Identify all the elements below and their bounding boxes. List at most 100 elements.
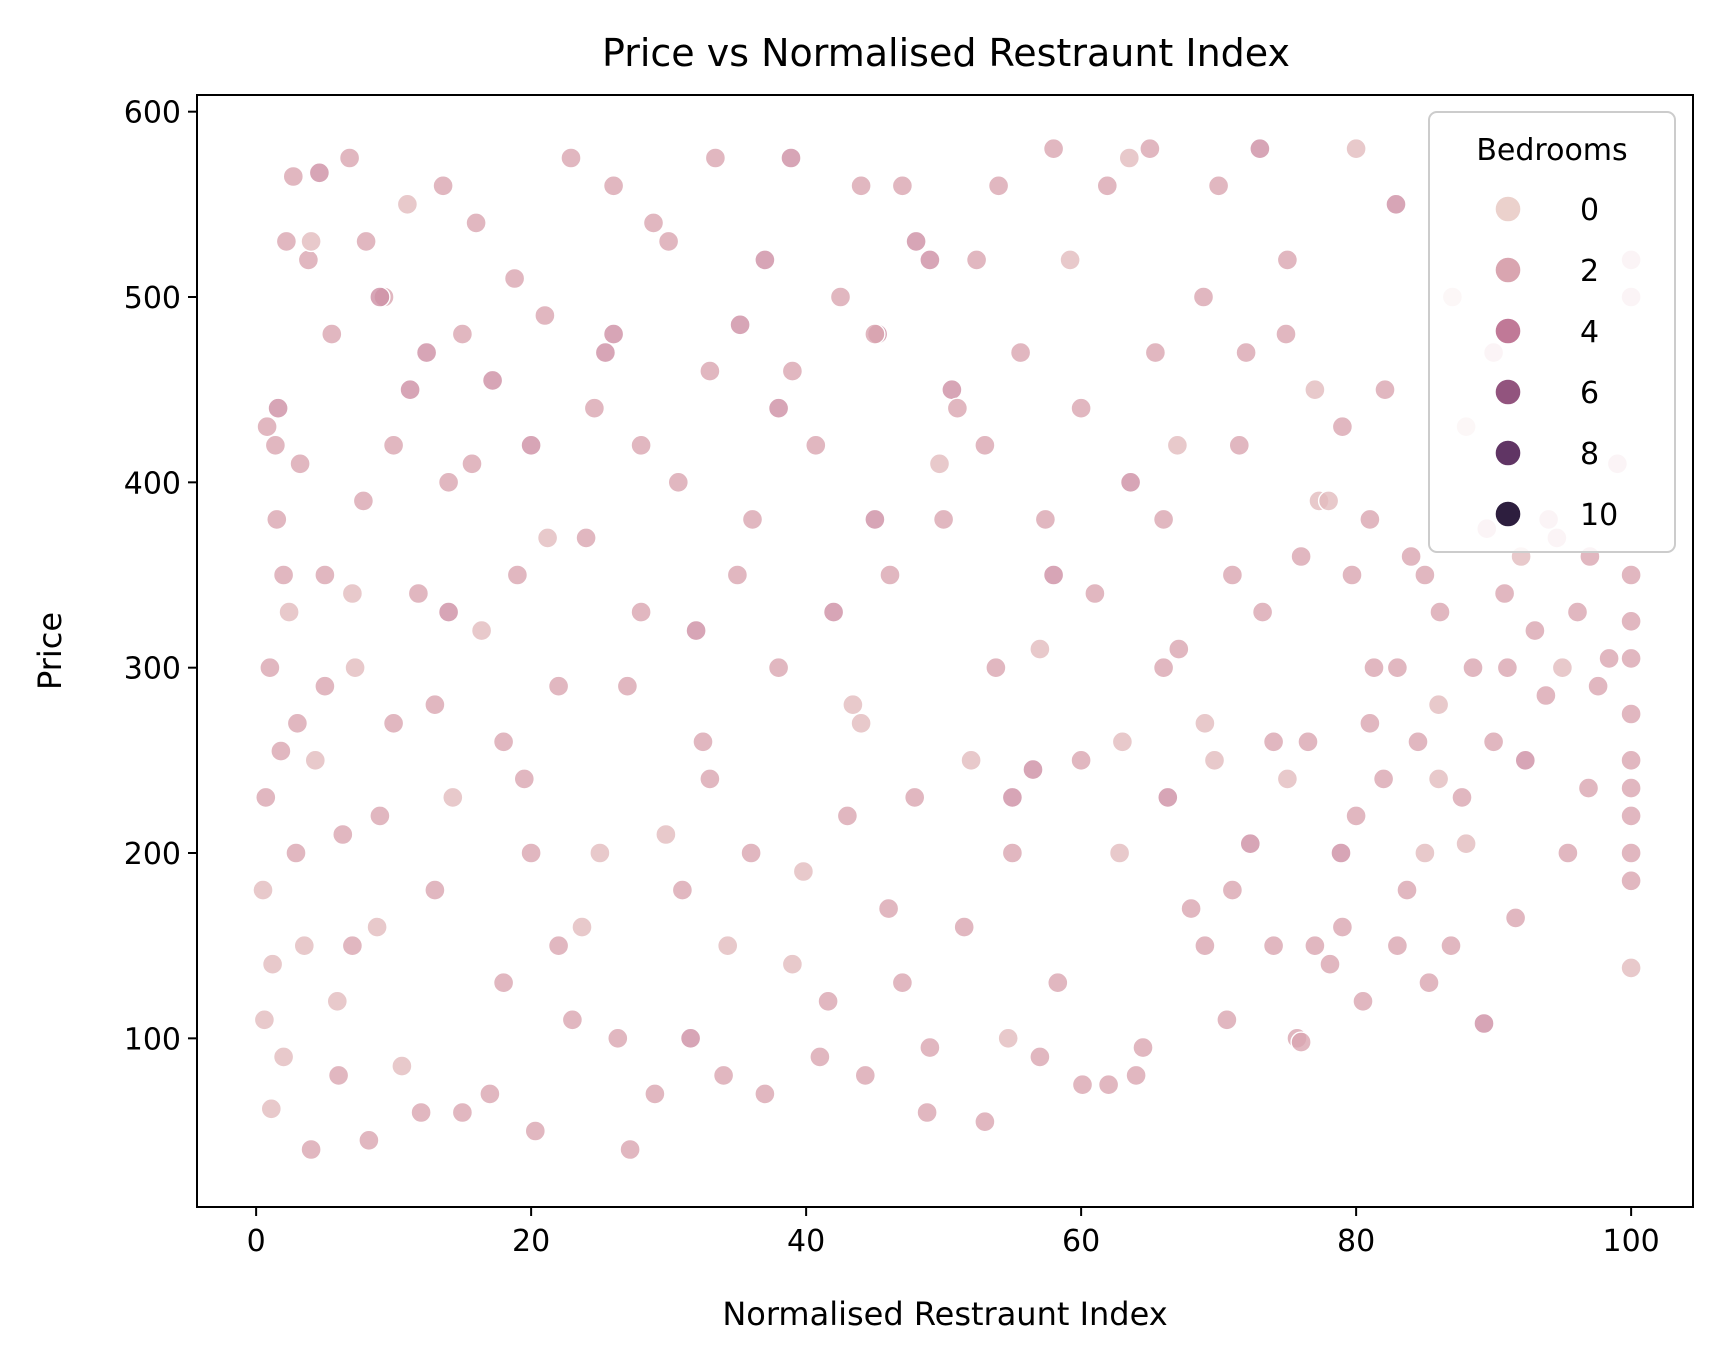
data-point <box>321 323 343 345</box>
legend-title: Bedrooms <box>1476 133 1627 168</box>
data-point <box>754 1083 776 1105</box>
data-point <box>740 842 762 864</box>
data-point <box>1418 972 1440 994</box>
data-point <box>822 601 845 623</box>
data-point <box>255 786 277 809</box>
data-point <box>692 731 714 753</box>
data-point <box>399 379 421 401</box>
data-point <box>854 1064 876 1087</box>
data-point <box>805 434 827 456</box>
data-point <box>314 675 336 697</box>
data-point <box>594 341 617 364</box>
data-point <box>932 508 955 531</box>
data-point <box>644 1083 666 1105</box>
data-point <box>278 601 300 623</box>
data-point <box>1363 657 1385 679</box>
data-point <box>667 471 689 493</box>
legend-marker <box>1494 256 1522 284</box>
legend-label: 4 <box>1580 315 1599 350</box>
legend: Bedrooms 0 2 4 6 8 10 <box>1428 111 1676 553</box>
data-point <box>583 397 606 419</box>
data-point <box>1304 379 1326 401</box>
data-point <box>685 619 707 642</box>
data-point <box>1341 564 1363 586</box>
data-point <box>1620 703 1642 725</box>
data-point <box>1221 879 1244 901</box>
data-point <box>1275 323 1297 345</box>
data-point <box>1386 657 1409 679</box>
data-point <box>1029 1046 1051 1068</box>
chart-title: Price vs Normalised Restraunt Index <box>602 31 1290 75</box>
data-point <box>1374 379 1396 401</box>
data-point <box>905 230 927 253</box>
legend-label: 6 <box>1580 376 1599 411</box>
data-point <box>1566 601 1589 623</box>
data-point <box>492 731 515 753</box>
data-point <box>1047 972 1069 994</box>
data-point <box>877 897 900 920</box>
data-point <box>1620 842 1642 864</box>
data-point <box>1414 842 1436 864</box>
data-point <box>960 749 982 771</box>
data-point <box>297 249 320 271</box>
data-point <box>451 1101 474 1124</box>
data-point <box>432 175 454 197</box>
data-point <box>965 249 988 271</box>
data-point <box>1345 805 1367 827</box>
data-point <box>1620 564 1642 586</box>
y-tick-label: 100 <box>124 1022 181 1057</box>
data-point <box>1514 749 1537 771</box>
data-point <box>391 1055 413 1077</box>
data-point <box>809 1046 831 1068</box>
data-point <box>916 1101 938 1124</box>
data-point <box>985 657 1007 679</box>
data-point <box>1042 137 1065 160</box>
data-point <box>1152 657 1175 679</box>
data-point <box>272 1046 295 1068</box>
data-point <box>630 434 652 456</box>
data-point <box>997 1027 1019 1050</box>
data-point <box>919 249 941 271</box>
data-point <box>293 935 315 957</box>
data-point <box>479 1083 501 1105</box>
data-point <box>571 916 593 938</box>
data-point <box>630 601 652 623</box>
x-tick-label: 20 <box>512 1224 550 1259</box>
data-point <box>987 175 1010 197</box>
data-point <box>1096 175 1119 197</box>
data-point <box>341 582 364 605</box>
data-point <box>327 1064 350 1087</box>
data-point <box>602 323 625 345</box>
data-point <box>424 879 446 901</box>
data-point <box>1262 935 1285 957</box>
data-point <box>1587 675 1609 697</box>
data-point <box>344 657 366 679</box>
y-tick-label: 400 <box>124 466 181 501</box>
data-point <box>256 416 278 438</box>
data-point <box>726 564 749 586</box>
data-point <box>1203 749 1226 771</box>
data-point <box>741 508 764 531</box>
data-point <box>1297 731 1319 753</box>
data-point <box>1345 137 1367 160</box>
data-point <box>729 314 751 336</box>
data-point <box>1276 768 1299 790</box>
data-point <box>304 749 326 771</box>
data-point <box>534 304 556 327</box>
data-point <box>520 434 542 456</box>
data-point <box>1317 490 1340 512</box>
data-point <box>1440 935 1462 957</box>
data-point <box>836 805 859 827</box>
data-point <box>1192 286 1215 308</box>
data-point <box>817 990 839 1012</box>
data-point <box>355 230 377 253</box>
data-point <box>1535 684 1557 707</box>
data-point <box>619 1138 641 1161</box>
data-point <box>382 434 405 456</box>
data-point <box>575 527 597 549</box>
data-point <box>1235 341 1257 364</box>
legend-label: 2 <box>1580 254 1599 289</box>
data-point <box>1504 907 1527 929</box>
legend-label: 10 <box>1580 498 1618 533</box>
